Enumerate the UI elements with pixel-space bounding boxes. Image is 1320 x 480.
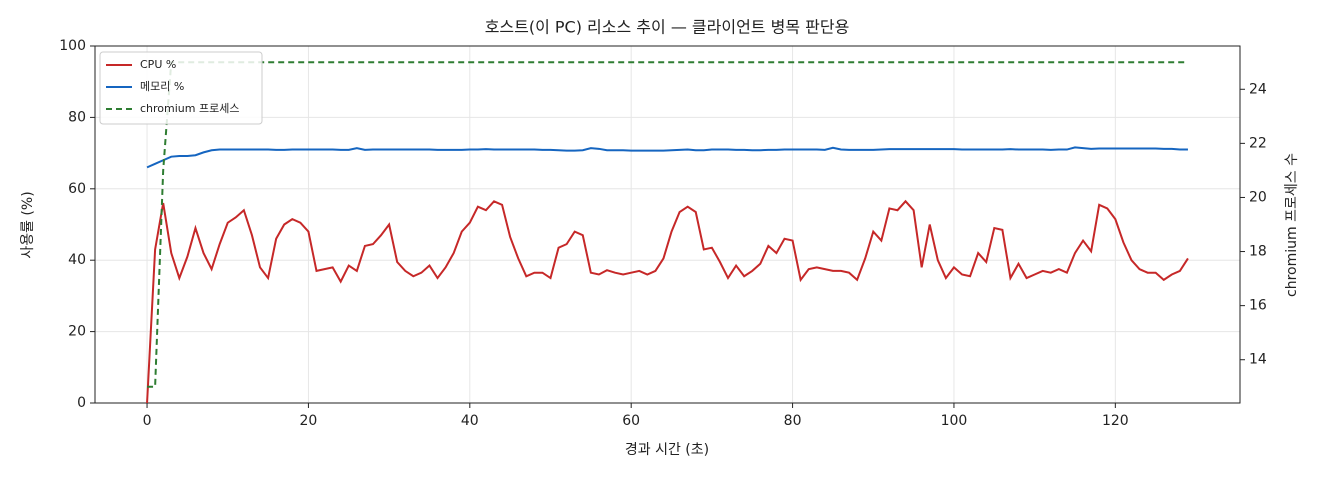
legend-label: chromium 프로세스	[140, 102, 239, 115]
series-line	[146, 146, 1188, 169]
y2-tick-label: 18	[1249, 244, 1267, 260]
legend: CPU % 메모리 % chromium 프로세스	[99, 51, 263, 125]
y2-tick-label: 24	[1249, 81, 1267, 97]
x-tick-label: 60	[622, 413, 640, 429]
x-tick-label: 40	[461, 413, 479, 429]
y2-tick-label: 22	[1249, 135, 1267, 151]
y-tick-label: 60	[68, 181, 86, 197]
y-axis-label: 사용률 (%)	[20, 191, 36, 258]
series-line	[147, 61, 1188, 388]
legend-label: 메모리 %	[140, 80, 184, 93]
y-tick-label: 20	[68, 324, 86, 340]
x-tick-label: 0	[143, 413, 152, 429]
series-line	[146, 199, 1189, 404]
x-tick-label: 80	[784, 413, 802, 429]
chart-title: 호스트(이 PC) 리소스 추이 — 클라이언트 병목 판단용	[485, 18, 850, 37]
y2-axis-label: chromium 프로세스 수	[1284, 153, 1300, 297]
legend-box	[99, 51, 263, 125]
x-tick-label: 100	[941, 413, 968, 429]
y2-tick-label: 14	[1249, 352, 1267, 368]
y-tick-label: 40	[68, 252, 86, 268]
legend-label: CPU %	[140, 58, 176, 71]
y-tick-label: 80	[68, 109, 86, 125]
y-tick-label: 100	[59, 38, 86, 54]
x-tick-label: 20	[300, 413, 318, 429]
y-tick-label: 0	[77, 395, 86, 411]
y2-tick-label: 16	[1249, 298, 1267, 314]
y2-tick-label: 20	[1249, 189, 1267, 205]
x-tick-label: 120	[1102, 413, 1129, 429]
plot-frame	[94, 45, 1241, 404]
x-axis-label: 경과 시간 (초)	[625, 442, 709, 458]
